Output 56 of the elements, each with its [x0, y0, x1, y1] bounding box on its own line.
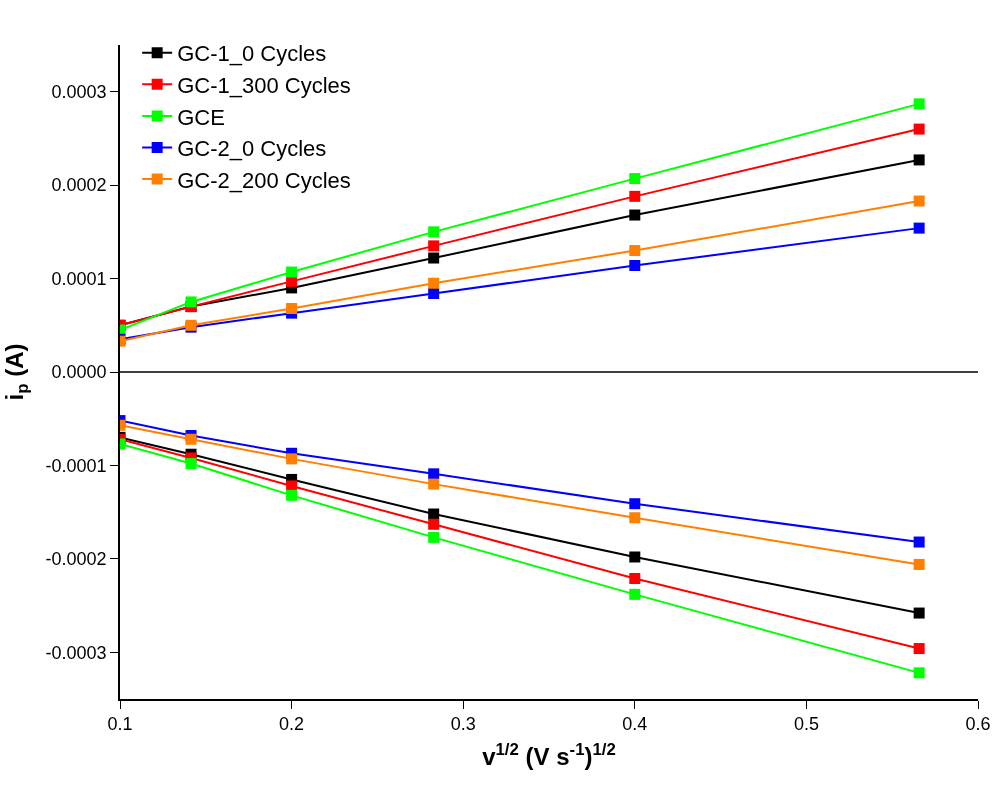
- legend-label: GC-1_300 Cycles: [177, 72, 351, 98]
- point: [286, 453, 298, 465]
- point: [286, 480, 298, 492]
- y-tick-label: -0.0003: [45, 642, 107, 663]
- legend-label: GC-2_200 Cycles: [177, 167, 351, 193]
- point: [428, 288, 440, 300]
- point: [629, 512, 641, 524]
- point: [428, 518, 440, 530]
- point: [185, 296, 197, 308]
- point: [185, 458, 197, 470]
- point: [629, 572, 641, 584]
- point: [629, 551, 641, 563]
- x-tick-label: 0.3: [450, 714, 476, 735]
- y-tick-label: 0.0002: [51, 175, 107, 196]
- y-tick-label: -0.0001: [45, 455, 107, 476]
- point: [913, 536, 925, 548]
- legend-label: GCE: [177, 104, 225, 130]
- point: [428, 468, 440, 480]
- legend-label: GC-2_0 Cycles: [177, 136, 327, 162]
- y-tick-label: 0.0000: [51, 362, 107, 383]
- point: [629, 245, 641, 257]
- point: [913, 123, 925, 135]
- point: [428, 508, 440, 520]
- y-tick-label: 0.0001: [51, 268, 107, 289]
- x-tick-label: 0.2: [279, 714, 305, 735]
- point: [286, 302, 298, 314]
- point: [629, 259, 641, 271]
- point: [286, 266, 298, 278]
- x-tick-label: 0.1: [107, 714, 133, 735]
- point: [913, 98, 925, 110]
- point: [428, 277, 440, 289]
- point: [629, 209, 641, 221]
- point: [913, 607, 925, 619]
- point: [428, 240, 440, 252]
- point: [428, 478, 440, 490]
- point: [428, 531, 440, 543]
- point: [913, 222, 925, 234]
- y-tick-label: 0.0003: [51, 82, 107, 103]
- x-tick-label: 0.5: [793, 714, 819, 735]
- point: [629, 173, 641, 185]
- point: [629, 588, 641, 600]
- x-tick-label: 0.4: [622, 714, 648, 735]
- legend-label: GC-1_0 Cycles: [177, 41, 327, 67]
- x-tick-label: 0.6: [965, 714, 991, 735]
- point: [428, 252, 440, 264]
- point: [913, 558, 925, 570]
- point: [629, 190, 641, 202]
- point: [913, 643, 925, 655]
- point: [428, 226, 440, 238]
- point: [913, 667, 925, 679]
- point: [629, 498, 641, 510]
- point: [913, 195, 925, 207]
- point: [913, 154, 925, 166]
- x-axis-title: v$^{1/2}$ (V s$^{-1}$)$^{1/2}$: [482, 740, 616, 771]
- point: [286, 489, 298, 501]
- y-tick-label: -0.0002: [45, 549, 107, 570]
